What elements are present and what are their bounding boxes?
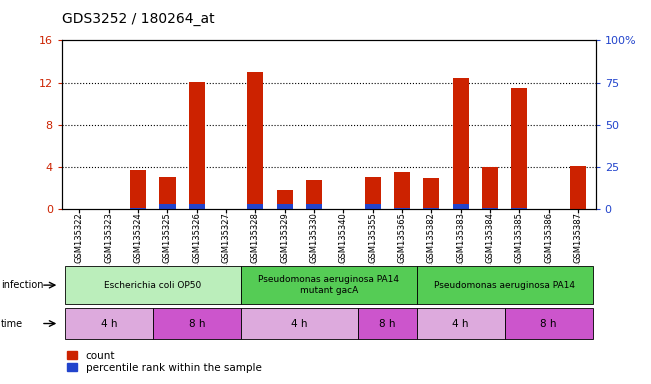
Bar	[365, 204, 381, 209]
FancyBboxPatch shape	[241, 266, 417, 305]
Bar	[482, 208, 498, 209]
FancyBboxPatch shape	[153, 308, 241, 339]
FancyBboxPatch shape	[505, 308, 592, 339]
FancyBboxPatch shape	[358, 308, 417, 339]
FancyBboxPatch shape	[417, 266, 592, 305]
Legend: count, percentile rank within the sample: count, percentile rank within the sample	[67, 351, 262, 373]
Bar	[130, 170, 146, 209]
Bar	[277, 204, 293, 209]
Text: Pseudomonas aeruginosa PA14
mutant gacA: Pseudomonas aeruginosa PA14 mutant gacA	[258, 275, 399, 295]
Text: GSM135355: GSM135355	[368, 212, 377, 263]
Bar	[189, 81, 205, 209]
Text: GSM135323: GSM135323	[104, 212, 113, 263]
Text: GSM135329: GSM135329	[281, 212, 289, 263]
FancyBboxPatch shape	[417, 308, 505, 339]
Text: GSM135327: GSM135327	[221, 212, 230, 263]
Bar	[423, 178, 439, 209]
Text: GSM135382: GSM135382	[427, 212, 436, 263]
Text: Pseudomonas aeruginosa PA14: Pseudomonas aeruginosa PA14	[434, 281, 575, 290]
FancyBboxPatch shape	[241, 308, 358, 339]
Text: GSM135325: GSM135325	[163, 212, 172, 263]
Text: 4 h: 4 h	[291, 318, 308, 329]
Bar	[247, 204, 264, 209]
Text: infection: infection	[1, 280, 43, 290]
Text: GSM135328: GSM135328	[251, 212, 260, 263]
Bar	[159, 177, 176, 209]
Text: GSM135385: GSM135385	[515, 212, 524, 263]
Text: GSM135365: GSM135365	[398, 212, 407, 263]
Bar	[277, 190, 293, 209]
Bar	[511, 88, 527, 209]
Bar	[452, 204, 469, 209]
Text: 4 h: 4 h	[100, 318, 117, 329]
Bar	[306, 180, 322, 209]
Text: 8 h: 8 h	[379, 318, 396, 329]
Text: time: time	[1, 318, 23, 329]
Text: GSM135387: GSM135387	[574, 212, 583, 263]
Text: GSM135384: GSM135384	[486, 212, 495, 263]
Text: GSM135322: GSM135322	[75, 212, 84, 263]
Text: 4 h: 4 h	[452, 318, 469, 329]
Text: GSM135386: GSM135386	[544, 212, 553, 263]
Bar	[130, 208, 146, 209]
Bar	[452, 78, 469, 209]
Bar	[423, 208, 439, 209]
FancyBboxPatch shape	[65, 308, 153, 339]
Text: GSM135383: GSM135383	[456, 212, 465, 263]
Text: GSM135340: GSM135340	[339, 212, 348, 263]
Bar	[247, 72, 264, 209]
FancyBboxPatch shape	[65, 266, 241, 305]
Bar	[394, 208, 410, 209]
Text: Escherichia coli OP50: Escherichia coli OP50	[104, 281, 201, 290]
Text: GSM135324: GSM135324	[133, 212, 143, 263]
Bar	[306, 204, 322, 209]
Text: GSM135326: GSM135326	[192, 212, 201, 263]
Text: GSM135330: GSM135330	[310, 212, 318, 263]
Bar	[159, 204, 176, 209]
Bar	[189, 204, 205, 209]
Text: 8 h: 8 h	[540, 318, 557, 329]
Bar	[511, 208, 527, 209]
Bar	[394, 172, 410, 209]
Text: 8 h: 8 h	[189, 318, 205, 329]
Bar	[570, 166, 586, 209]
Bar	[365, 177, 381, 209]
Text: GDS3252 / 180264_at: GDS3252 / 180264_at	[62, 12, 214, 25]
Bar	[482, 167, 498, 209]
